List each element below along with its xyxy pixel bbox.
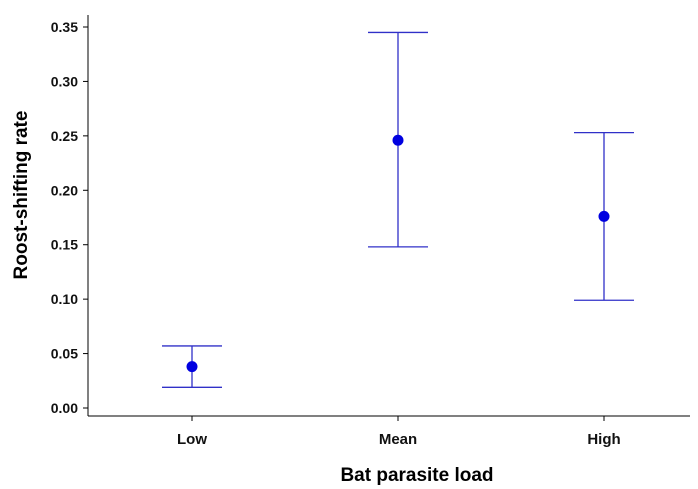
x-tick-label: High xyxy=(587,431,620,448)
y-tick-label: 0.30 xyxy=(51,73,78,89)
y-tick-label: 0.35 xyxy=(51,19,78,35)
y-tick-label: 0.20 xyxy=(51,182,78,198)
data-point xyxy=(186,361,198,373)
y-tick-label: 0.15 xyxy=(51,237,78,253)
y-tick-label: 0.10 xyxy=(51,291,78,307)
x-tick-label: Low xyxy=(177,431,207,448)
y-tick-label: 0.05 xyxy=(51,346,78,362)
plot-area: 0.00 0.05 0.10 0.15 0.20 0.25 0.30 0.35 Low Mean H… xyxy=(51,15,690,448)
x-axis-title: Bat parasite load xyxy=(340,465,493,486)
y-tick-label: 0.25 xyxy=(51,128,78,144)
x-tick-label: Mean xyxy=(379,431,417,448)
y-tick-label: 0.00 xyxy=(51,400,78,416)
data-point xyxy=(392,134,404,146)
y-axis-title: Roost-shifting rate xyxy=(11,111,32,280)
data-point xyxy=(598,210,610,222)
